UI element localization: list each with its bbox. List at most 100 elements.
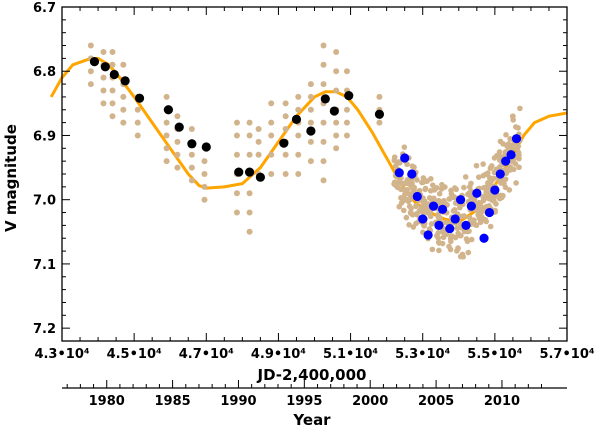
observation-point [414,177,420,183]
observation-point [246,190,253,197]
observation-point [100,87,107,94]
y-tick-label: 6.9 [33,129,56,144]
early-mean-point [174,122,184,132]
y-tick-label: 6.8 [33,65,56,80]
observation-point [500,141,506,147]
y-tick-label: 7.1 [33,258,56,273]
early-mean-point [134,93,145,103]
observation-point [506,167,513,173]
x-tick-label: 4.5•10⁴ [107,347,162,362]
observation-point [503,132,509,138]
observation-point [515,153,521,160]
x-tick-label: 4.7•10⁴ [179,347,234,362]
observation-point [100,74,107,81]
observation-point [333,132,340,139]
observation-point [468,236,475,243]
observation-point [465,249,472,256]
year-axis-label: Year [292,411,331,429]
early-mean-point [120,76,130,86]
recent-mean-point [506,150,516,160]
observation-point [282,151,289,158]
observation-point [429,182,436,188]
observation-point [455,245,461,252]
observation-point [483,184,489,190]
observation-point [343,68,350,75]
observation-point [443,231,450,238]
recent-mean-point [434,220,444,230]
recent-mean-point [455,195,466,205]
observation-point [435,229,442,236]
observation-point [510,117,516,123]
observation-point [87,68,94,75]
observation-point [109,87,116,94]
observation-point [402,191,408,198]
observation-point [446,243,452,250]
observation-point [403,214,410,221]
recent-mean-point [495,169,505,179]
recent-mean-point [472,188,482,198]
observation-point [246,132,253,139]
observation-point [487,180,494,186]
observation-point [466,228,472,234]
observation-point [516,164,522,171]
recent-mean-point [412,191,422,202]
observation-point [109,61,116,68]
observation-point [436,247,442,254]
observation-point [295,106,302,113]
observation-point [413,203,419,210]
observation-point [233,151,240,158]
observation-point [400,207,407,214]
observation-point [458,232,464,239]
early-mean-point [344,91,354,101]
axes-layer: 4.3•10⁴ 4.5•10⁴ 4.7•10⁴ 4.9•10⁴ 5.1•10⁴ 5.3•1… [33,1,595,409]
observation-point [446,196,453,202]
observation-point [255,151,262,158]
observation-point [409,185,416,191]
observation-point [448,233,455,239]
observation-point [517,105,523,112]
observation-point [429,246,436,253]
observation-point [396,179,402,186]
observation-point [333,119,340,126]
observation-point [482,194,488,200]
observation-point [496,149,503,155]
observation-point [163,158,170,165]
observation-point [478,203,484,210]
observation-point [411,164,417,170]
recent-mean-point [450,214,460,224]
year-tick-label: 1980 [89,394,125,409]
observation-point [255,138,262,145]
x-tick-label: 5.5•10⁴ [467,347,522,362]
observation-point [163,93,170,100]
observation-point [307,138,314,145]
observation-point [174,113,181,120]
observation-point [246,228,253,235]
observation-point [307,106,314,113]
observation-point [320,177,327,184]
recent-mean-point [490,185,500,195]
recent-mean-point [501,156,511,166]
observation-point [233,119,240,126]
year-tick-label: 2000 [352,394,388,409]
observation-point [233,209,240,216]
early-mean-point [100,62,110,72]
x-axis-label: JD-2,400,000 [257,366,367,384]
observation-point [307,81,314,88]
recent-mean-point [428,201,439,211]
x-tick-label: 4.3•10⁴ [34,347,89,362]
recent-mean-point [423,230,433,240]
recent-mean-point [511,134,522,144]
observation-point [420,175,427,181]
observation-point [233,132,240,139]
observation-point [188,164,195,171]
observation-point [333,145,340,152]
early-mean-point [374,109,385,119]
observation-point [391,157,398,164]
year-tick-label: 2005 [418,394,454,409]
observation-point [109,113,116,120]
observation-point [295,151,302,158]
observation-point [450,208,457,214]
early-mean-point [163,105,174,115]
observation-point [462,174,469,180]
observation-point [409,211,416,218]
